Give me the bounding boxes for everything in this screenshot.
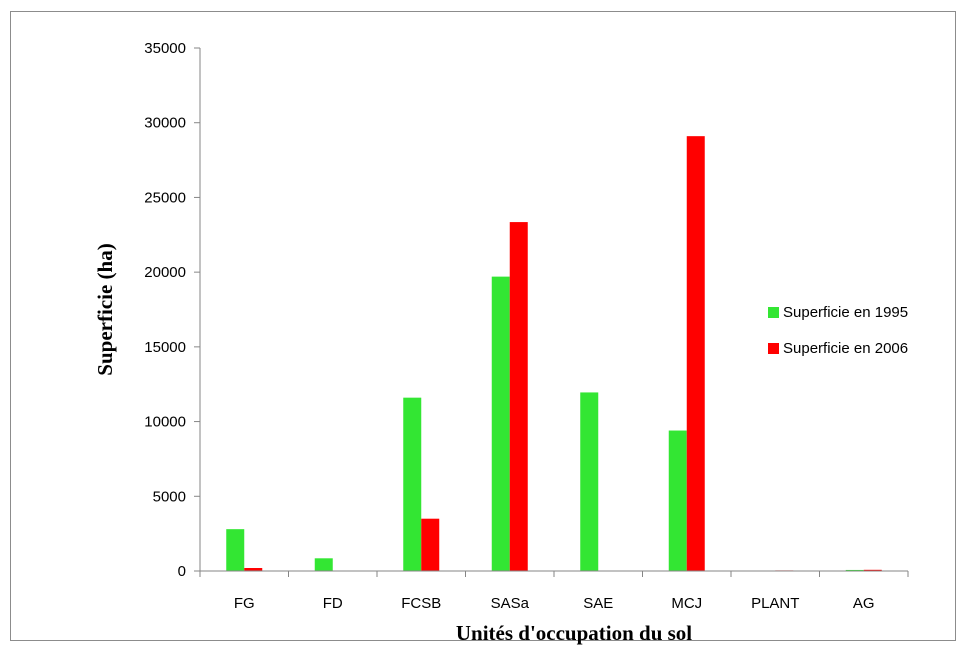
x-axis-ticks: FG FD FCSB SASa SAE MCJ PLANT AG	[199, 571, 909, 612]
y-tick-label: 35000	[144, 40, 186, 57]
bar-ag-series-1	[845, 569, 864, 571]
bar-mcj-series-1	[668, 430, 687, 571]
y-tick-label: 5000	[153, 488, 186, 505]
legend: Superficie en 1995 Superficie en 2006	[768, 304, 908, 357]
chart-frame	[10, 11, 956, 641]
x-tick-label: FG	[234, 595, 255, 612]
bar-fg-series-1	[226, 529, 245, 571]
legend-label: Superficie en 2006	[783, 340, 908, 357]
y-tick-label: 30000	[144, 115, 186, 132]
x-tick-label: MCJ	[671, 595, 702, 612]
bar-fg-series-2	[244, 568, 263, 571]
x-tick-label: FCSB	[401, 595, 441, 612]
x-tick-label: SAE	[583, 595, 613, 612]
x-tick-label: PLANT	[751, 595, 799, 612]
y-axis-ticks: 0 5000 10000 15000 20000 25000 30000 35000	[144, 40, 200, 580]
bar-fcsb-series-2	[421, 518, 440, 571]
bar-sasa-series-2	[509, 222, 528, 571]
x-tick-label: SASa	[491, 595, 530, 612]
bar-ag-series-2	[863, 569, 882, 571]
bar-fd-series-1	[314, 558, 333, 571]
y-axis-title: Superficie (ha)	[93, 243, 117, 375]
x-axis-title: Unités d'occupation du sol	[456, 621, 692, 645]
legend-swatch	[768, 307, 779, 318]
bars	[226, 136, 882, 572]
legend-swatch	[768, 343, 779, 354]
bar-fcsb-series-1	[403, 397, 422, 571]
bar-sasa-series-1	[491, 276, 510, 571]
y-tick-label: 15000	[144, 339, 186, 356]
x-tick-label: FD	[323, 595, 343, 612]
bar-sae-series-1	[580, 392, 599, 571]
legend-label: Superficie en 1995	[783, 304, 908, 321]
y-tick-label: 10000	[144, 414, 186, 431]
y-tick-label: 20000	[144, 264, 186, 281]
x-tick-label: AG	[853, 595, 875, 612]
y-tick-label: 25000	[144, 189, 186, 206]
bar-mcj-series-2	[686, 136, 705, 572]
y-tick-label: 0	[178, 563, 186, 580]
